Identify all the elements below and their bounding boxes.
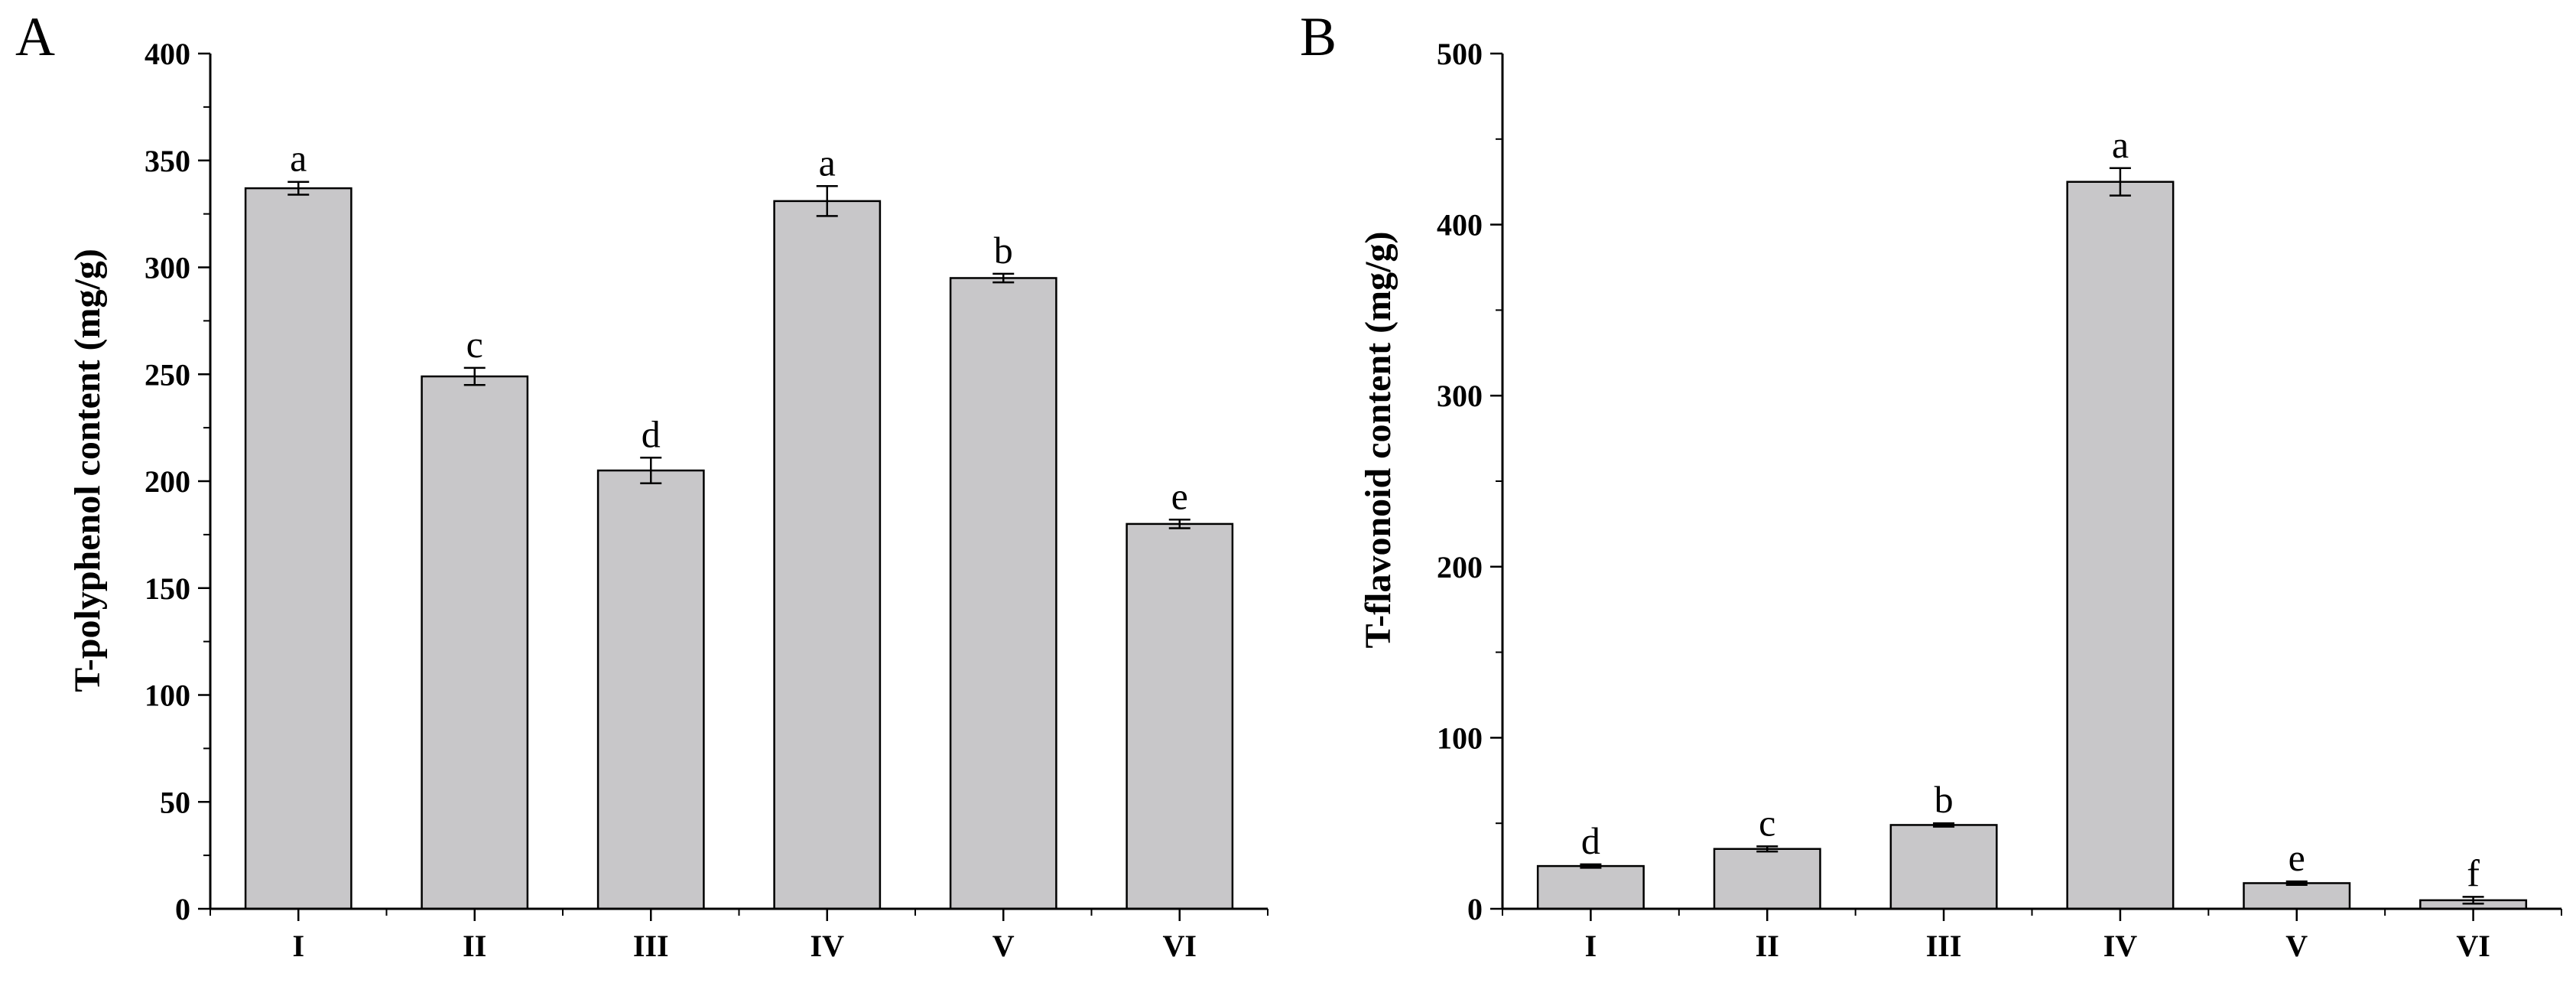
panel-b-bar	[1536, 864, 1645, 910]
panel-a-plot-area: a Ic II d III a IV b Ve VI 0 50 100 150 200 250 300 350 40…	[67, 37, 1269, 963]
panel-b-y-tick-label: 0	[1467, 892, 1483, 926]
panel-a-y-tick-label: 200	[145, 464, 190, 499]
panel-b-significance-label: f	[2467, 851, 2480, 894]
panel-a-y-tick-label: 250	[145, 357, 190, 392]
panel-a-y-axis-title: T-polyphenol content (mg/g)	[67, 249, 108, 692]
panel-b-bar	[1713, 848, 1821, 910]
panel-a-y-tick-label: 350	[145, 144, 190, 178]
panel-b-significance-label: e	[2289, 836, 2305, 879]
panel-a-bar	[773, 200, 882, 910]
panel-a-significance-label: d	[642, 412, 661, 455]
panel-b-error-bar	[1933, 822, 1955, 828]
panel-b-category-label: VI	[2456, 929, 2490, 963]
panel-a-category-label: VI	[1163, 929, 1197, 963]
panel-b-significance-label: c	[1759, 801, 1775, 844]
panel-a-y-tick-label: 0	[175, 892, 190, 926]
panel-b-significance-label: b	[1934, 778, 1954, 821]
panel-b-plot-area: d Ic II b III a IV e Vf VI 0 100 200 300 400 500 T-flavo…	[1358, 37, 2562, 963]
panel-b-significance-label: d	[1581, 819, 1600, 862]
panel-b-y-tick-label: 500	[1437, 37, 1483, 71]
panel-b-category-label: III	[1926, 929, 1962, 963]
panel-b-y-axis-title: T-flavonoid content (mg/g)	[1358, 232, 1398, 649]
panel-a-bar	[1126, 522, 1234, 910]
panel-a-error-bar	[1168, 519, 1191, 529]
panel-a-error-bar	[463, 366, 486, 386]
panel-a-significance-label: a	[290, 137, 307, 180]
panel-b-letter: B	[1300, 6, 1337, 67]
panel-b-error-bar	[1580, 863, 1602, 869]
panel-a-bar	[421, 375, 529, 910]
panel-b-category-label: IV	[2103, 929, 2138, 963]
panel-a-letter: A	[15, 6, 55, 67]
panel-a-y-tick-label: 100	[145, 679, 190, 713]
panel-b-bar	[2066, 181, 2175, 910]
panel-b-y-tick-label: 400	[1437, 208, 1483, 242]
panel-b-chart: B d Ic II b III a IV e Vf VI 0 100 200 300 400 500 T-fla…	[1300, 6, 2562, 963]
panel-a-significance-label: c	[466, 323, 483, 366]
panel-a-category-label: V	[992, 929, 1015, 963]
panel-a-category-label: II	[463, 929, 486, 963]
panel-a-bar	[949, 277, 1057, 910]
panel-a-error-bar	[640, 457, 662, 485]
panel-a-category-label: III	[633, 929, 669, 963]
panel-b-category-label: V	[2285, 929, 2308, 963]
panel-a-significance-label: b	[994, 229, 1013, 272]
panel-b-y-tick-label: 300	[1437, 379, 1483, 413]
panel-a-chart: A a Ic II d III a IV b Ve VI 0 50 100 150 200 250 300 350…	[15, 6, 1269, 963]
panel-a-category-label: I	[292, 929, 304, 963]
panel-a-category-label: IV	[810, 929, 845, 963]
panel-a-significance-label: a	[819, 141, 836, 184]
panel-b-y-tick-label: 100	[1437, 721, 1483, 755]
panel-a-y-tick-label: 400	[145, 37, 190, 71]
panel-b-error-bar	[2462, 896, 2484, 905]
panel-b-significance-label: a	[2112, 123, 2129, 166]
panel-a-y-tick-label: 300	[145, 251, 190, 285]
panel-a-significance-label: e	[1171, 474, 1188, 517]
panel-a-error-bar	[287, 181, 310, 196]
panel-a-y-tick-label: 150	[145, 571, 190, 606]
panel-a-error-bar	[816, 185, 838, 217]
panel-b-category-label: I	[1585, 929, 1597, 963]
panel-b-bar	[2243, 882, 2351, 910]
panel-b-category-label: II	[1756, 929, 1779, 963]
panel-b-error-bar	[2109, 167, 2131, 197]
panel-b-error-bar	[1756, 845, 1779, 853]
panel-b-y-tick-label: 200	[1437, 550, 1483, 584]
panel-a-error-bar	[992, 272, 1015, 284]
panel-a-bar	[244, 187, 352, 910]
panel-a-y-tick-label: 50	[160, 785, 190, 819]
panel-b-error-bar	[2285, 880, 2308, 886]
panel-a-bar	[596, 469, 705, 910]
panel-b-bar	[1889, 824, 1998, 910]
